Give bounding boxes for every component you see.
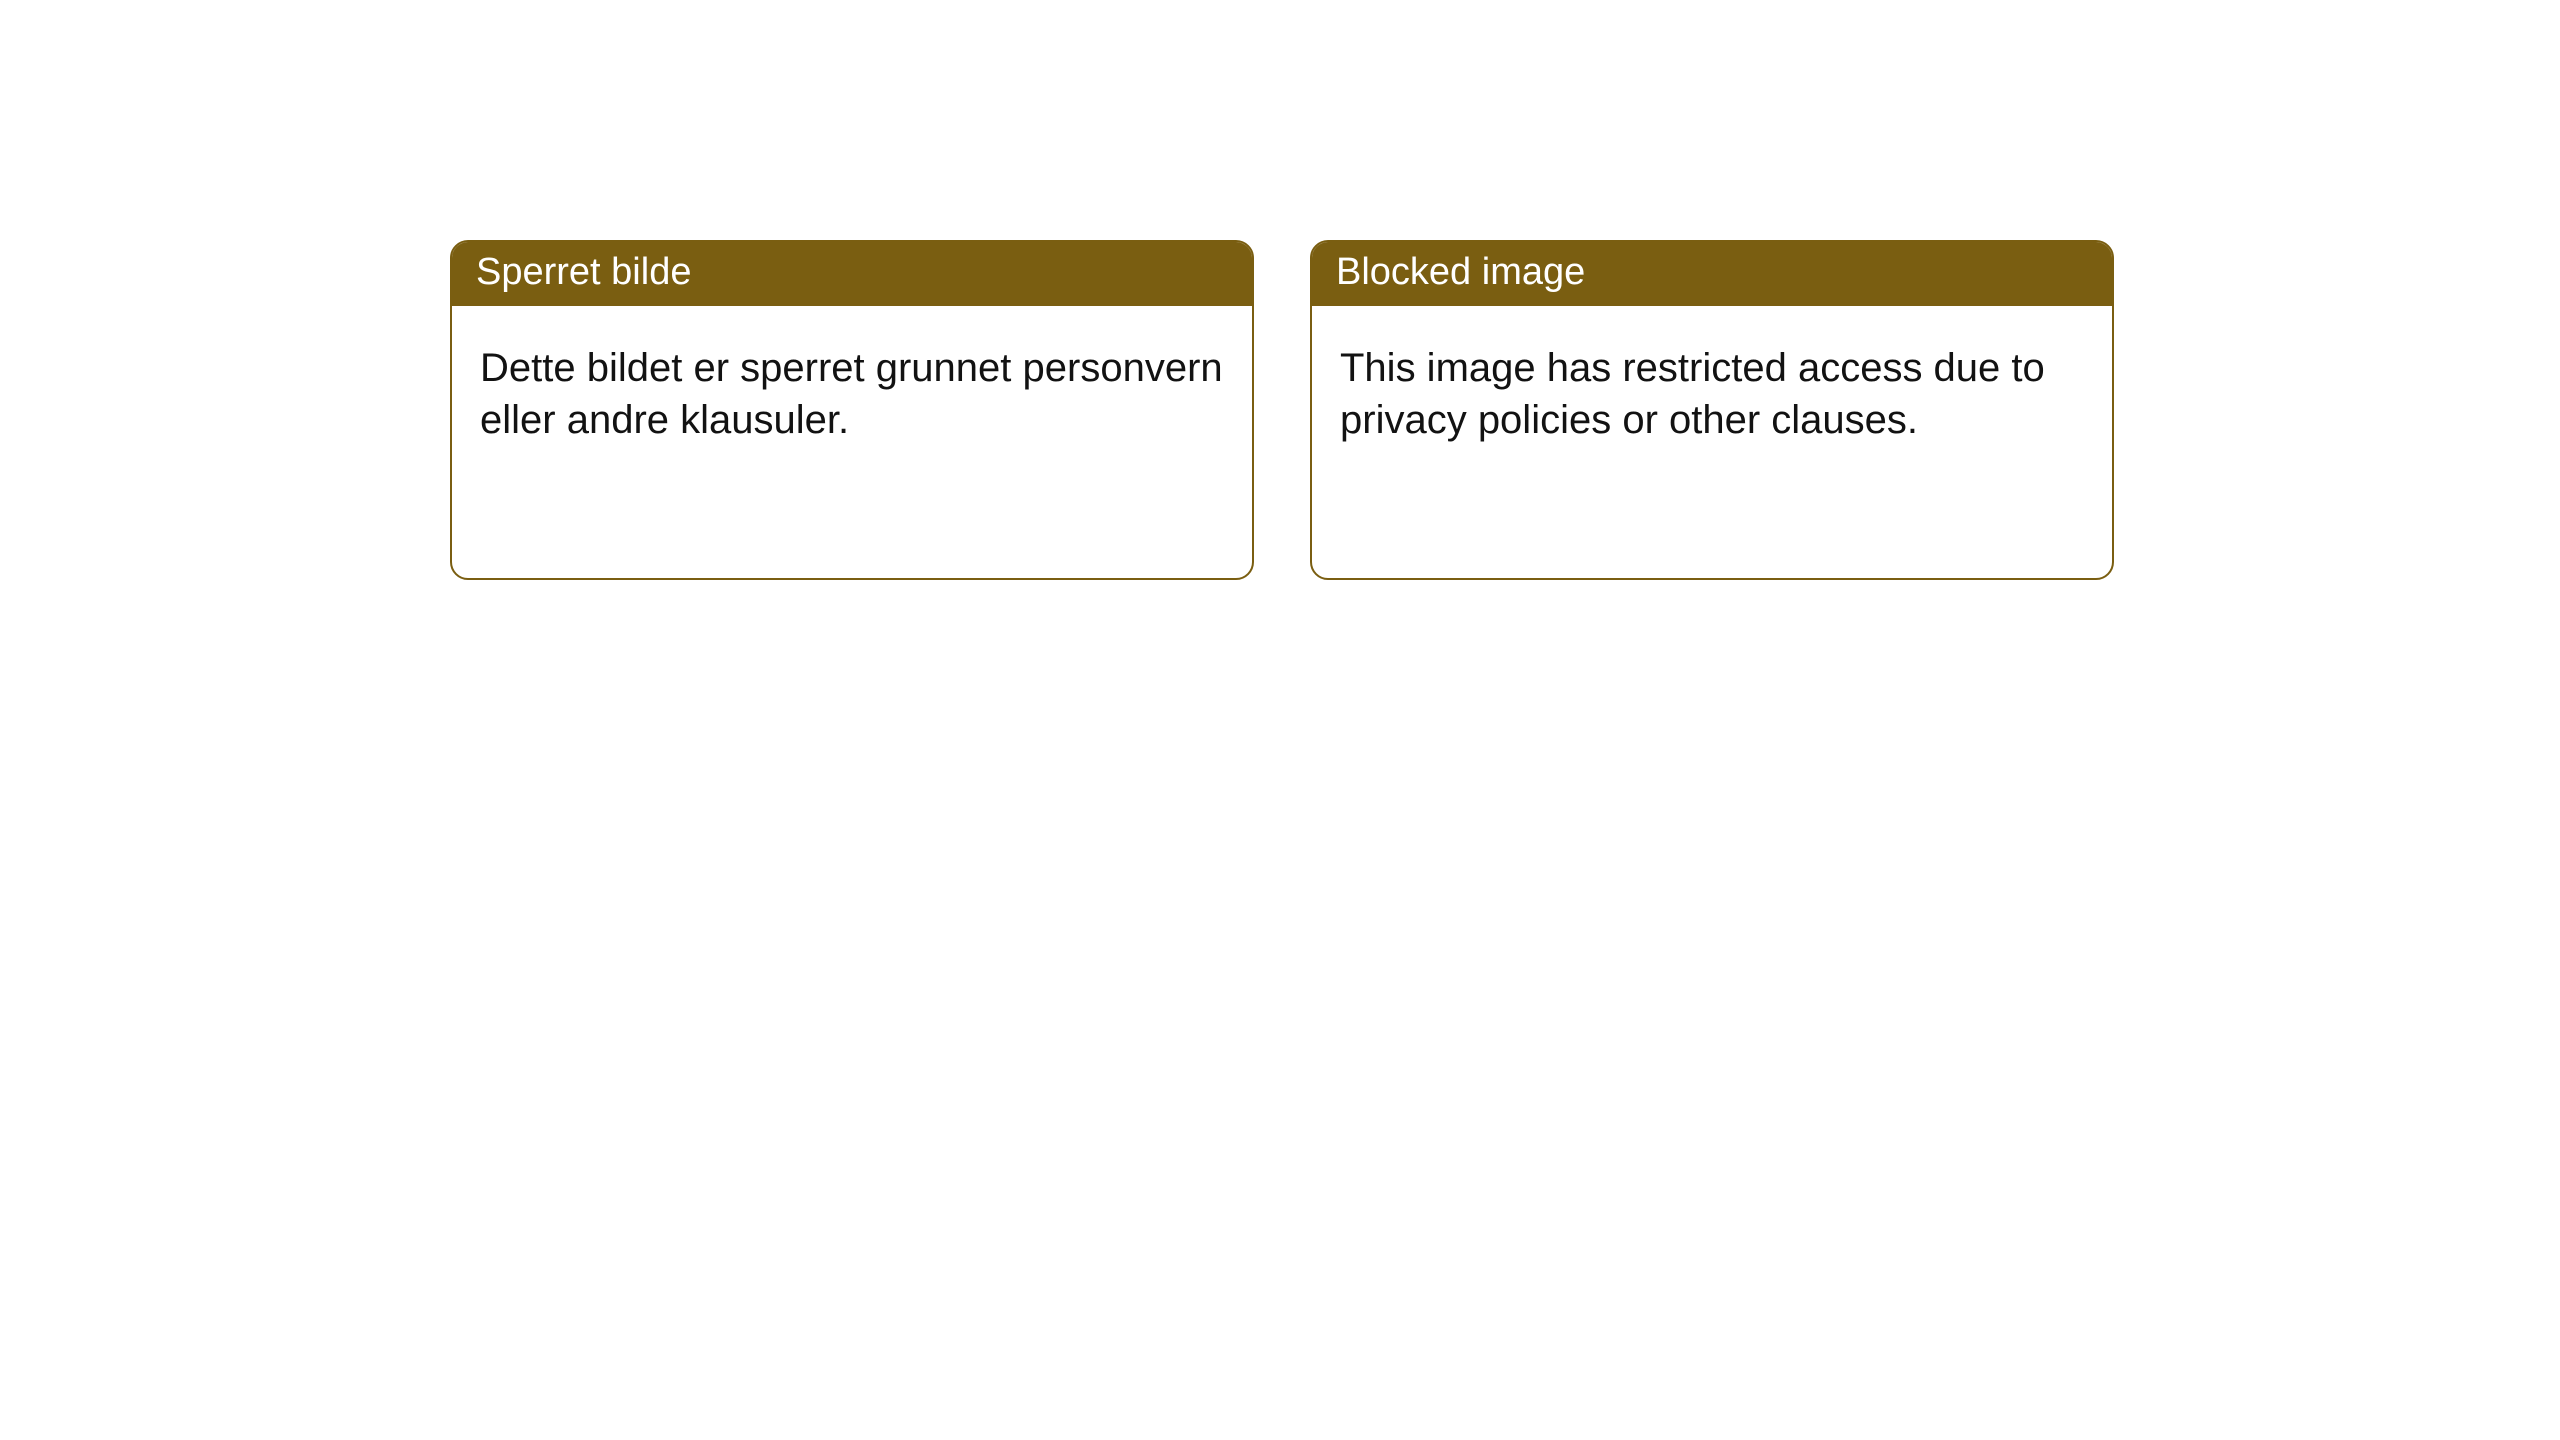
notice-box-english: Blocked image This image has restricted …: [1310, 240, 2114, 580]
notice-header-norwegian: Sperret bilde: [452, 242, 1252, 306]
notice-container: Sperret bilde Dette bildet er sperret gr…: [0, 0, 2560, 580]
notice-header-english: Blocked image: [1312, 242, 2112, 306]
notice-body-english: This image has restricted access due to …: [1312, 306, 2112, 474]
notice-body-norwegian: Dette bildet er sperret grunnet personve…: [452, 306, 1252, 474]
notice-box-norwegian: Sperret bilde Dette bildet er sperret gr…: [450, 240, 1254, 580]
